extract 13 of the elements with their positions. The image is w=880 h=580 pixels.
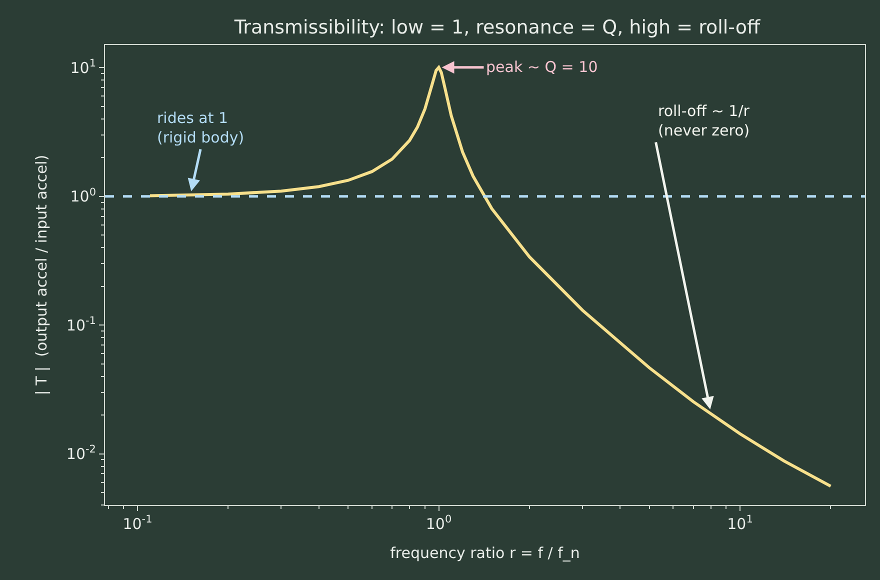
x-axis-title: frequency ratio r = f / f_n — [390, 544, 580, 562]
annotation: roll-off ~ 1/r (never zero) — [658, 102, 750, 140]
annotation: rides at 1 (rigid body) — [157, 109, 244, 146]
annotation: peak ~ Q = 10 — [486, 58, 598, 76]
y-tick-label: 10$^{-1}$ — [66, 315, 96, 334]
x-tick-label: 10$^{-1}$ — [122, 514, 152, 533]
x-tick-label: 10$^{1}$ — [727, 514, 753, 533]
y-tick-label: 10$^{1}$ — [70, 58, 96, 77]
chart-title: Transmissibility: low = 1, resonance = Q, high = roll-off — [233, 16, 761, 39]
y-axis-title: | T | (output accel / input accel) — [32, 154, 51, 396]
x-tick-label: 10$^{0}$ — [426, 514, 452, 533]
y-tick-label: 10$^{-2}$ — [66, 444, 96, 464]
y-tick-label: 10$^{0}$ — [70, 186, 96, 206]
